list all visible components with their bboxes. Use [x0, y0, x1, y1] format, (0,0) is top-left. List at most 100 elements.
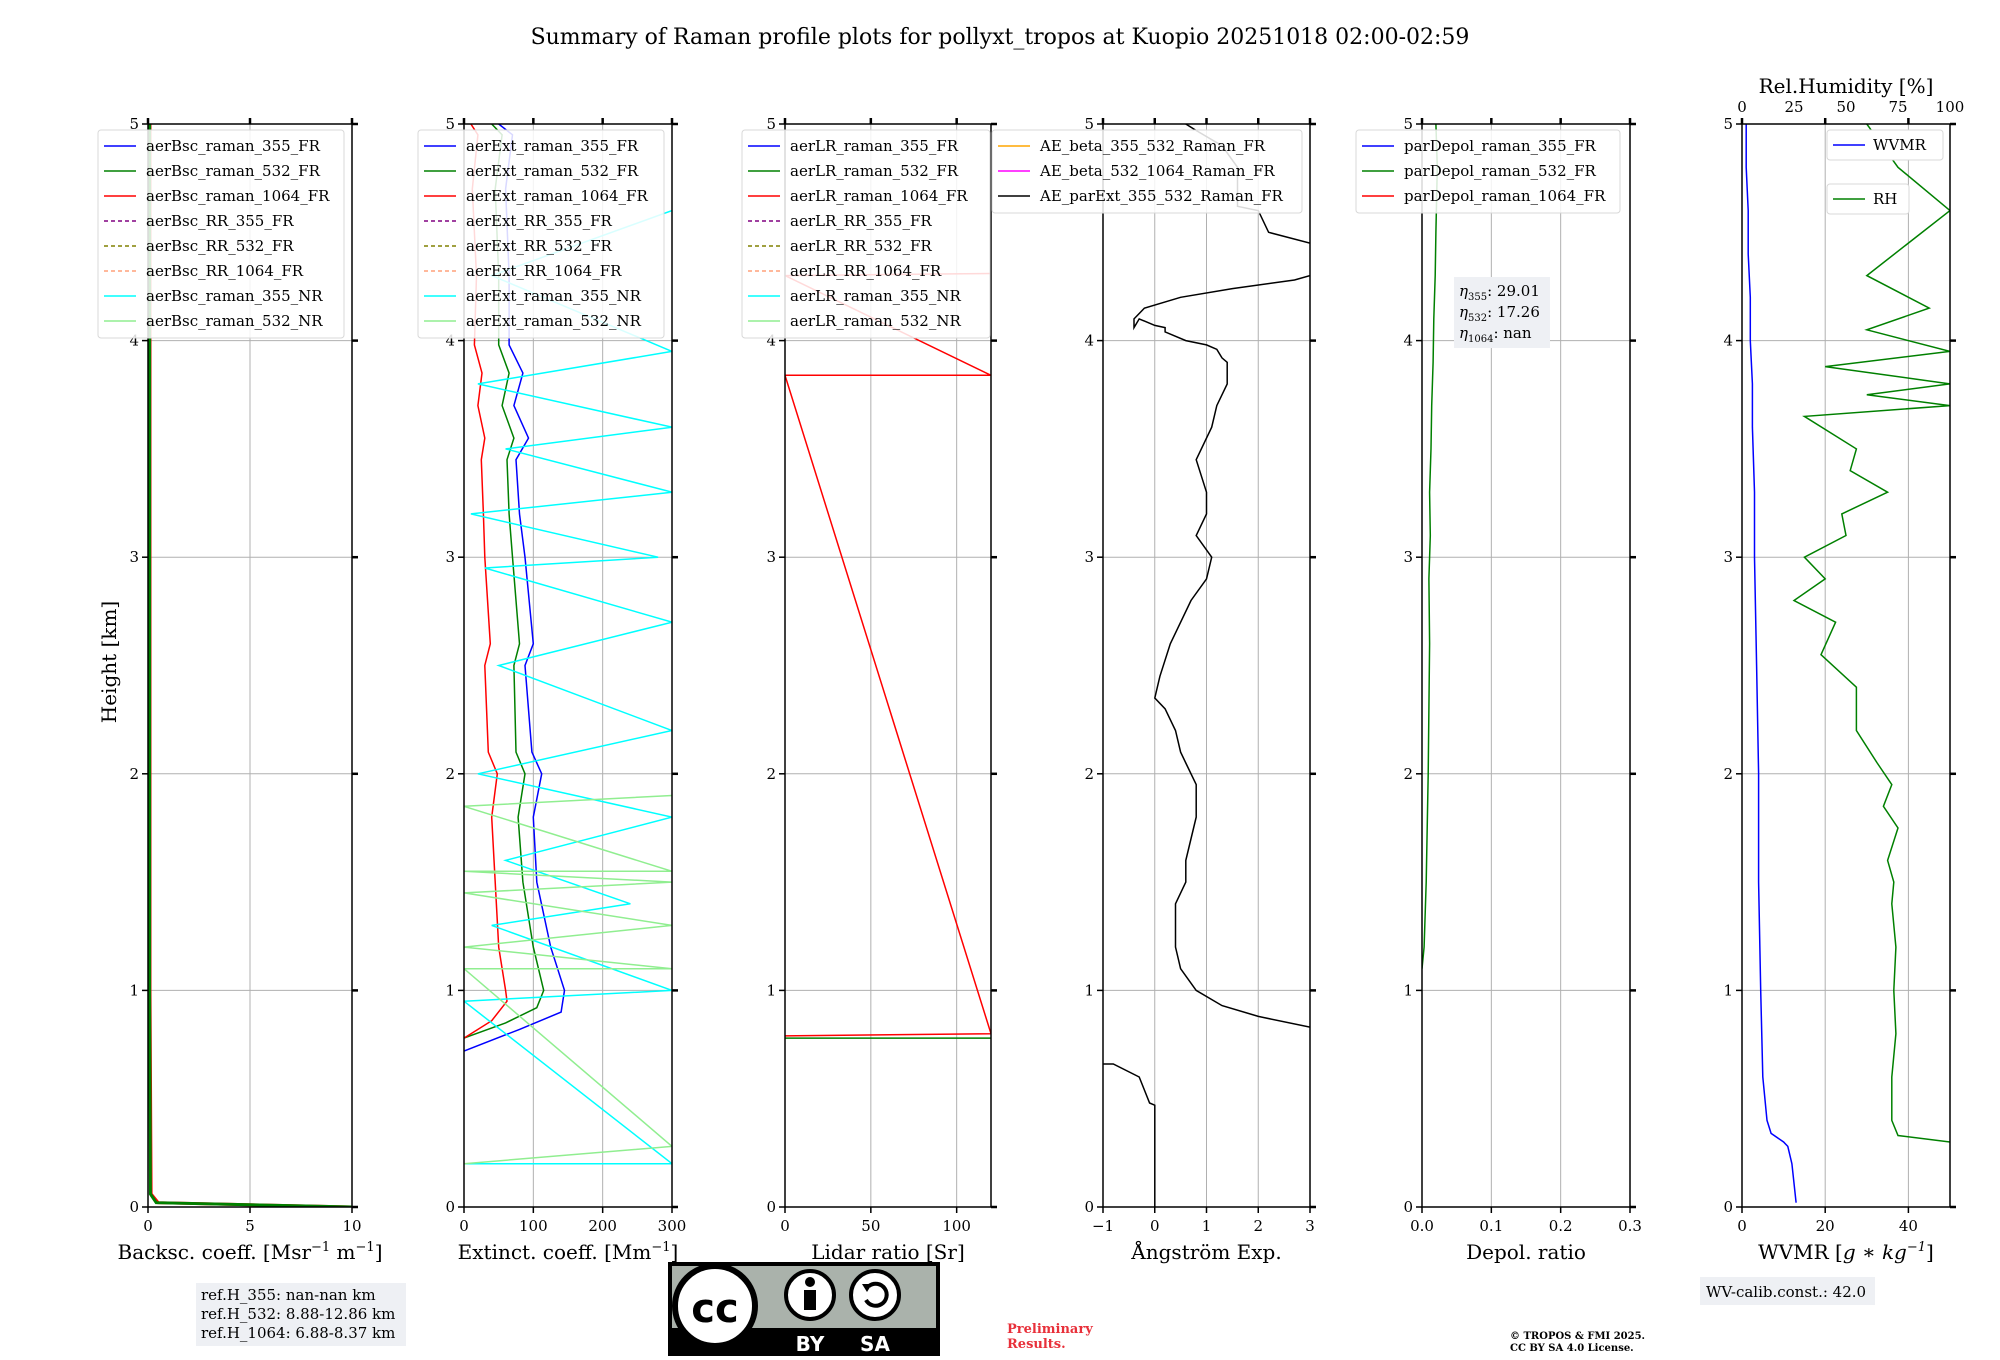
- y-tick-label: 1: [1723, 981, 1733, 999]
- wv-calib-text: WV-calib.const.: 42.0: [1706, 1283, 1866, 1301]
- x2-tick-label: 25: [1784, 98, 1803, 116]
- preliminary-note-line1: Preliminary: [1007, 1322, 1093, 1337]
- x2-tick-label: 0: [1737, 98, 1747, 116]
- legend-label: AE_beta_355_532_Raman_FR: [1039, 137, 1266, 155]
- y-tick-label: 0: [1403, 1198, 1413, 1216]
- y-tick-label: 4: [766, 332, 776, 350]
- legend-label: aerLR_raman_532_NR: [790, 312, 961, 330]
- y-tick-label: 1: [1084, 981, 1094, 999]
- legend: AE_beta_355_532_Raman_FR AE_beta_532_1064…: [991, 129, 1303, 214]
- x2-tick-label: 75: [1888, 98, 1907, 116]
- legend-label: aerExt_RR_355_FR: [466, 212, 613, 230]
- x-axis-label: Lidar ratio [Sr]: [811, 1240, 965, 1264]
- series-line-aerExt_raman_355_NR: [464, 209, 672, 1165]
- y-tick-label: 3: [445, 548, 455, 566]
- x-tick-label: 10: [342, 1217, 361, 1235]
- y-tick-label: 4: [1403, 332, 1413, 350]
- x-axis-label: Depol. ratio: [1466, 1240, 1586, 1264]
- y-tick-label: 1: [445, 981, 455, 999]
- legend-label: AE_beta_532_1064_Raman_FR: [1039, 162, 1275, 180]
- y-tick-label: 3: [766, 548, 776, 566]
- y-tick-label: 5: [1723, 115, 1733, 133]
- legend-label: aerExt_raman_532_FR: [466, 162, 639, 180]
- x-tick-label: 5: [245, 1217, 255, 1235]
- legend-label: aerBsc_raman_355_FR: [146, 137, 321, 155]
- legend-label: aerBsc_RR_1064_FR: [146, 262, 304, 280]
- y-tick-label: 0: [766, 1198, 776, 1216]
- series-line-RH: [1792, 124, 1950, 1143]
- eta-1064: η1064: nan: [1459, 324, 1532, 345]
- series-line-AE_parExt_355_532_Raman_FR: [1103, 1063, 1156, 1207]
- x-tick-label: 0.1: [1479, 1217, 1503, 1235]
- x-axis-label: Ångström Exp.: [1130, 1239, 1281, 1264]
- legend: parDepol_raman_355_FR parDepol_raman_532_…: [1355, 129, 1621, 214]
- legend: aerBsc_raman_355_FR aerBsc_raman_532_FRae…: [97, 129, 345, 339]
- panel-5: 0 1 2 3 4 5 0.0 0.1 0.2 0.3 Depol. ratio parDepol_r…: [1355, 115, 1642, 1264]
- y-tick-label: 4: [445, 332, 455, 350]
- by-label: BY: [796, 1332, 825, 1356]
- legend-label: parDepol_raman_1064_FR: [1404, 187, 1606, 205]
- legend-label: aerLR_raman_1064_FR: [790, 187, 968, 205]
- legend-label: aerBsc_raman_355_NR: [146, 287, 323, 305]
- x-tick-label: 50: [861, 1217, 880, 1235]
- panel-2: 0 1 2 3 4 5 0 100 200 300 Extinct. coeff. [Mm−1] ae…: [417, 115, 687, 1264]
- legend-label: aerExt_raman_532_NR: [466, 312, 642, 330]
- x-tick-label: 3: [1305, 1217, 1315, 1235]
- legend-label: parDepol_raman_355_FR: [1404, 137, 1597, 155]
- y-tick-label: 2: [445, 765, 455, 783]
- y-tick-label: 2: [1403, 765, 1413, 783]
- legend-label: aerExt_RR_1064_FR: [466, 262, 622, 280]
- panel-frame: [1741, 123, 1951, 1208]
- legend-label: aerLR_raman_355_FR: [790, 137, 959, 155]
- legend-label: aerLR_raman_355_NR: [790, 287, 961, 305]
- x-tick-label: 200: [588, 1217, 617, 1235]
- y-tick-label: 2: [766, 765, 776, 783]
- legend-label: AE_parExt_355_532_Raman_FR: [1039, 187, 1284, 205]
- panel-frame: [784, 123, 992, 1208]
- x-tick-label: 100: [942, 1217, 971, 1235]
- x-tick-label: 300: [658, 1217, 687, 1235]
- legend-label: RH: [1873, 190, 1897, 208]
- eta-355: η355: 29.01: [1459, 282, 1540, 303]
- legend-label: aerBsc_raman_532_NR: [146, 312, 323, 330]
- x-axis-label: Backsc. coeff. [Msr−1 m−1]: [118, 1240, 383, 1264]
- x-tick-label: 0.2: [1549, 1217, 1573, 1235]
- y-tick-label: 5: [129, 115, 139, 133]
- x2-tick-label: 100: [1936, 98, 1965, 116]
- y-tick-label: 1: [129, 981, 139, 999]
- y-tick-label: 3: [1723, 548, 1733, 566]
- y-tick-label: 2: [1723, 765, 1733, 783]
- y-tick-label: 5: [1084, 115, 1094, 133]
- x-axis-label: Extinct. coeff. [Mm−1]: [458, 1240, 679, 1264]
- legend-label: aerBsc_raman_532_FR: [146, 162, 321, 180]
- legend-label: parDepol_raman_532_FR: [1404, 162, 1597, 180]
- y-tick-label: 0: [129, 1198, 139, 1216]
- legend-label: aerLR_RR_1064_FR: [790, 262, 942, 280]
- legend-wvmr: WVMR: [1826, 129, 1944, 161]
- y-tick-label: 2: [1084, 765, 1094, 783]
- y-tick-label: 5: [445, 115, 455, 133]
- legend-label: aerLR_raman_532_FR: [790, 162, 959, 180]
- figure-title: Summary of Raman profile plots for polly…: [531, 25, 1470, 50]
- series-line-aerExt_raman_532_NR: [464, 794, 672, 1165]
- y-tick-label: 1: [1403, 981, 1413, 999]
- legend: aerLR_raman_355_FR aerLR_raman_532_FR aerL…: [741, 129, 991, 339]
- ref-height-532: ref.H_532: 8.88-12.86 km: [201, 1305, 395, 1323]
- cc-icon: cc: [691, 1286, 738, 1332]
- ref-height-1064: ref.H_1064: 6.88-8.37 km: [201, 1324, 395, 1342]
- y-tick-label: 5: [1403, 115, 1413, 133]
- wv-calib-annotation: WV-calib.const.: 42.0: [1700, 1277, 1875, 1305]
- y-tick-label: 4: [1723, 332, 1733, 350]
- legend: aerExt_raman_355_FR aerExt_raman_532_FRae…: [417, 129, 665, 339]
- y-tick-label: 3: [129, 548, 139, 566]
- x-tick-label: 40: [1899, 1217, 1918, 1235]
- sa-label: SA: [860, 1332, 890, 1356]
- x-tick-label: 100: [519, 1217, 548, 1235]
- x-tick-label: −1: [1092, 1217, 1114, 1235]
- x-tick-label: 0: [143, 1217, 153, 1235]
- y-tick-label: 0: [1084, 1198, 1094, 1216]
